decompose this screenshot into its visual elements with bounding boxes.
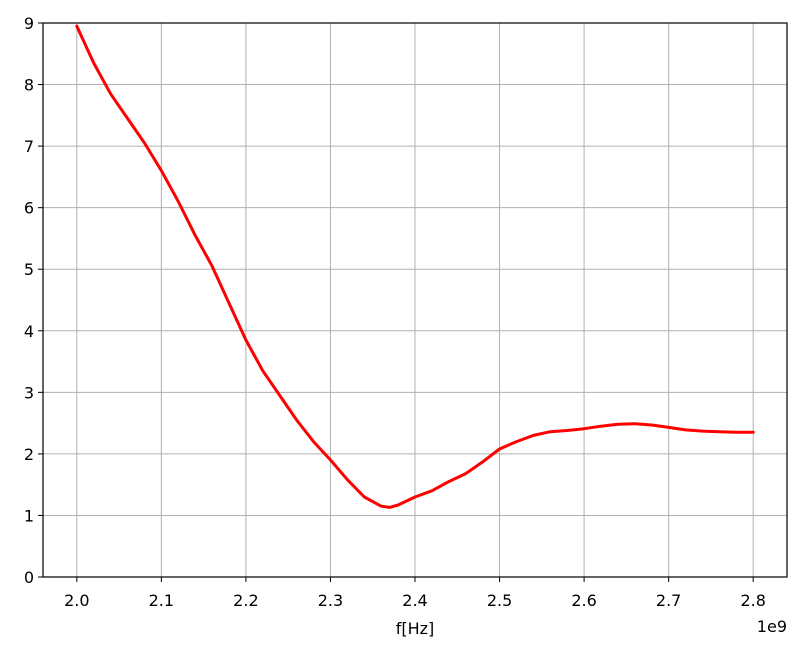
x-axis-offset-label: 1e9 [757, 617, 787, 636]
y-tick-label: 3 [24, 383, 34, 402]
y-tick-label: 5 [24, 260, 34, 279]
series-line [75, 24, 755, 509]
y-tick-label: 1 [24, 506, 34, 525]
x-axis-label: f[Hz] [396, 619, 435, 638]
x-tick-label: 2.6 [571, 591, 596, 610]
y-tick-label: 6 [24, 199, 34, 218]
y-tick-label: 7 [24, 137, 34, 156]
x-tick-label: 2.0 [64, 591, 89, 610]
x-tick-label: 2.7 [656, 591, 681, 610]
plot-area [75, 24, 755, 509]
y-tick-label: 8 [24, 76, 34, 95]
x-tick-label: 2.5 [487, 591, 512, 610]
ticks: 2.0 2.1 2.2 2.3 2.4 2.5 2.6 2.7 2.8 0 1 2 3 4 5 6 7 8 9 [24, 14, 766, 610]
grid [43, 22, 787, 578]
x-tick-label: 2.1 [149, 591, 174, 610]
y-tick-label: 4 [24, 322, 34, 341]
y-tick-label: 2 [24, 445, 34, 464]
x-tick-label: 2.2 [233, 591, 258, 610]
y-tick-label: 0 [24, 568, 34, 587]
x-tick-label: 2.3 [318, 591, 343, 610]
y-tick-label: 9 [24, 14, 34, 33]
x-tick-label: 2.4 [402, 591, 427, 610]
x-tick-label: 2.8 [740, 591, 765, 610]
